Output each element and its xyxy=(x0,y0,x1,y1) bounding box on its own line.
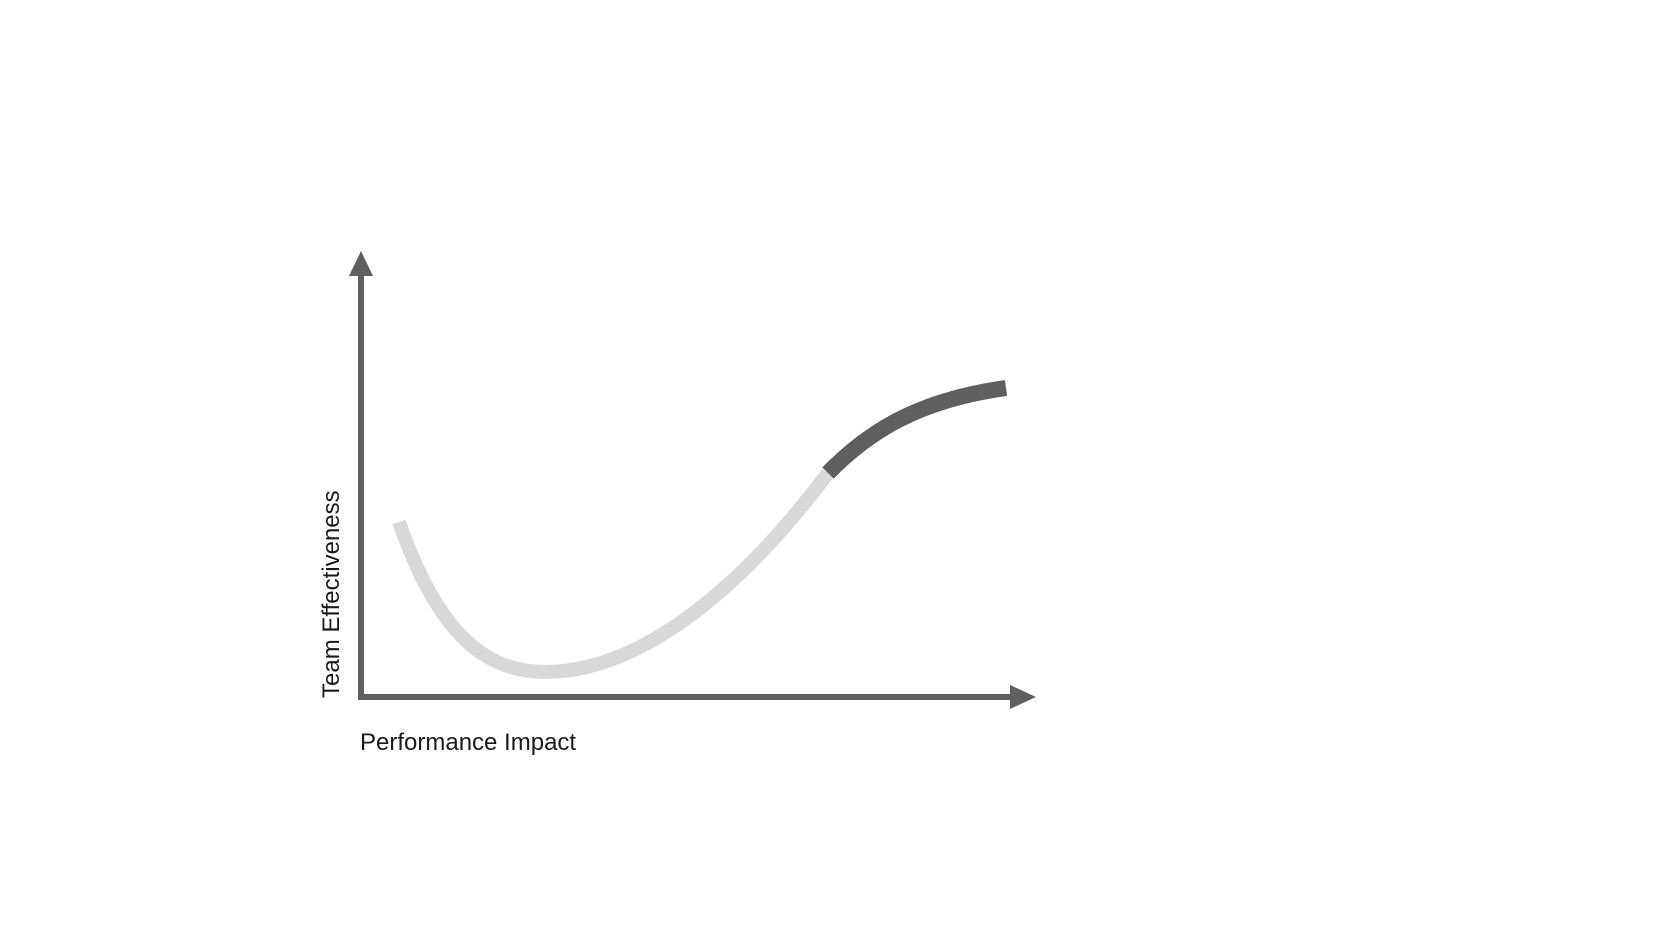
y-axis xyxy=(349,251,373,700)
curve-peak-segment xyxy=(822,380,1008,479)
x-axis-label: Performance Impact xyxy=(360,729,576,756)
x-axis xyxy=(358,685,1036,709)
y-axis-label: Team Effectiveness xyxy=(318,490,345,698)
x-axis-arrowhead xyxy=(1010,685,1036,709)
curve-dip-segment xyxy=(392,468,834,680)
y-axis-arrowhead xyxy=(349,251,373,276)
